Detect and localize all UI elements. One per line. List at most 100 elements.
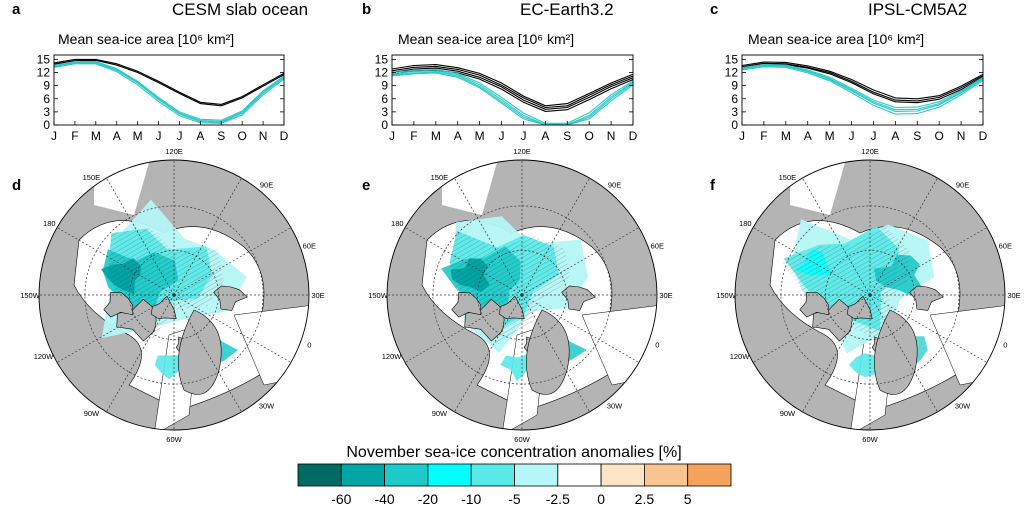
meridian-line [752, 227, 871, 296]
graticule [39, 160, 309, 430]
x-tick-label: J [739, 129, 745, 143]
meridian-line [521, 294, 640, 363]
series-line-c-6 [741, 64, 984, 111]
meridian-label: 30E [659, 291, 672, 300]
meridian-label: 120W [730, 352, 751, 361]
x-tick-label: J [520, 129, 526, 143]
panel-letter-a: a [12, 1, 21, 18]
x-tick-label: J [51, 129, 57, 143]
meridian-line [869, 294, 988, 363]
y-tick-label: 3 [43, 105, 50, 119]
colorbar-swatch [340, 463, 385, 487]
meridian-label: 120E [513, 147, 531, 156]
meridian-line [521, 294, 590, 413]
meridian-label: 120W [34, 352, 55, 361]
panel-letter-d: d [12, 177, 21, 194]
series-line-c-1 [741, 62, 984, 102]
x-tick-label: M [825, 129, 835, 143]
line-chart-c: c IPSL-CM5A2 Mean sea-ice area [10⁶ km²] 03… [710, 0, 988, 143]
meridian-line [454, 177, 523, 296]
meridian-line [56, 294, 175, 363]
greenland-landmass [178, 309, 222, 395]
x-tick-label: N [957, 129, 966, 143]
land-island [799, 292, 830, 318]
y-tick-label: 3 [381, 105, 388, 119]
y-tick-label: 9 [731, 79, 738, 93]
colorbar-swatch [514, 463, 559, 487]
x-tick-label: O [585, 129, 594, 143]
x-tick-label: M [475, 129, 485, 143]
y-tick-label: 6 [43, 92, 50, 106]
meridian-label: 180 [739, 219, 752, 228]
panel-letter-b: b [362, 1, 371, 18]
series-line-c-3 [741, 64, 984, 109]
meridian-label: 60W [514, 435, 530, 444]
series-line-a-0 [53, 58, 285, 105]
land-island [451, 292, 482, 318]
meridian-label: 90E [260, 181, 273, 190]
meridian-label: 150E [83, 173, 101, 182]
x-tick-label: A [891, 129, 899, 143]
land-island [812, 298, 853, 342]
meridian-line [802, 294, 871, 413]
map-body-d [39, 160, 309, 430]
polar-map-e: e 120E 90E 60E 30E 0 30W 60W 90W 120W 150W 180 150E [362, 147, 673, 444]
meridian-label: 90W [780, 409, 796, 418]
meridian-label: 180 [391, 219, 404, 228]
y-tick-label: 15 [375, 52, 389, 66]
x-tick-label: S [913, 129, 921, 143]
series-line-c-5 [741, 66, 984, 115]
y-axis-title-a: Mean sea-ice area [10⁶ km²] [58, 31, 234, 47]
x-tick-label: J [176, 129, 182, 143]
y-tick-label: 0 [731, 118, 738, 132]
meridian-line [521, 227, 640, 296]
meridian-line [173, 177, 242, 296]
meridian-label: 60W [862, 435, 878, 444]
land-island [116, 298, 157, 342]
colorbar-swatch [384, 463, 429, 487]
x-tick-label: N [607, 129, 616, 143]
meridian-label: 90W [432, 409, 448, 418]
meridian-line [173, 294, 242, 413]
series-group-b [391, 64, 634, 126]
land-island [103, 292, 134, 318]
x-tick-label: M [133, 129, 143, 143]
meridian-line [802, 177, 871, 296]
x-tick-label: S [217, 129, 225, 143]
colorbar-swatch [470, 463, 515, 487]
y-tick-label: 15 [725, 52, 739, 66]
series-line-c-0 [741, 61, 984, 100]
y-tick-label: 6 [381, 92, 388, 106]
significance-hatching [781, 225, 910, 343]
meridian-label: 90E [956, 181, 969, 190]
x-tick-label: A [454, 129, 462, 143]
x-tick-label: J [499, 129, 505, 143]
colorbar-swatch [687, 463, 732, 487]
meridian-label: 60E [651, 242, 664, 251]
meridian-label: 30E [311, 291, 324, 300]
x-tick-label: J [389, 129, 395, 143]
x-tick-label: J [870, 129, 876, 143]
meridian-label: 150E [431, 173, 449, 182]
plot-frame-c [741, 54, 984, 126]
x-tick-label: M [781, 129, 791, 143]
meridian-label: 120E [861, 147, 879, 156]
map-boundary [734, 159, 1006, 431]
x-tick-label: D [280, 129, 289, 143]
meridian-line [454, 294, 523, 413]
anomaly-baffin [500, 353, 531, 382]
series-line-b-5 [391, 70, 634, 126]
colorbar-tick-label: 5 [684, 491, 692, 507]
plot-frame-b [391, 54, 634, 126]
map-boundary [38, 159, 310, 431]
meridian-line [404, 294, 523, 363]
panel-title-c: IPSL-CM5A2 [868, 0, 967, 19]
meridian-label: 150E [779, 173, 797, 182]
y-tick-label: 9 [43, 79, 50, 93]
meridian-label: 150W [368, 291, 389, 300]
y-axis-title-c: Mean sea-ice area [10⁶ km²] [748, 31, 924, 47]
panel-letter-e: e [362, 177, 370, 194]
series-line-b-1 [391, 65, 634, 109]
x-tick-label: A [541, 129, 549, 143]
graticule [387, 160, 657, 430]
